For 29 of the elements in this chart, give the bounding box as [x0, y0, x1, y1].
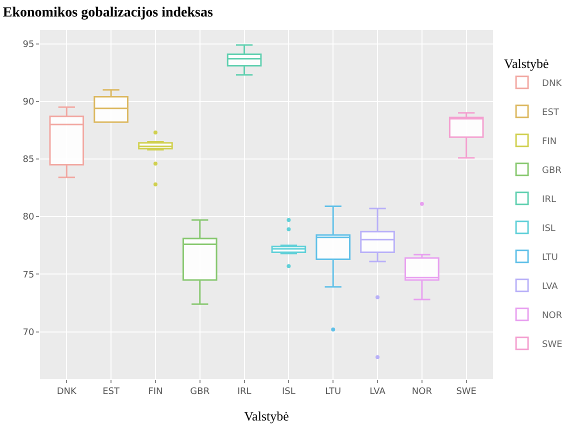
- x-axis-title: Valstybė: [244, 408, 290, 424]
- legend-label: LTU: [542, 252, 558, 263]
- legend-label: FIN: [542, 136, 557, 147]
- legend-label: NOR: [542, 310, 562, 321]
- x-tick-label: IRL: [237, 386, 252, 397]
- legend-label: LVA: [542, 282, 559, 292]
- legend-label: DNK: [542, 78, 563, 89]
- legend-label: GBR: [542, 166, 562, 176]
- legend-label: SWE: [542, 340, 563, 350]
- x-tick-label: SWE: [456, 386, 477, 397]
- x-tick-label: LTU: [325, 386, 342, 397]
- x-tick-label: LVA: [370, 386, 386, 397]
- y-tick-label: 80: [22, 212, 34, 223]
- legend-title: Valstybė: [504, 56, 550, 71]
- chart-title: Ekonomikos gobalizacijos indeksas: [2, 5, 214, 20]
- x-tick-label: ISL: [282, 386, 296, 397]
- legend-label: IRL: [542, 194, 556, 205]
- x-tick-label: DNK: [56, 386, 78, 397]
- x-tick-label: EST: [102, 386, 120, 397]
- legend-label: EST: [542, 108, 560, 118]
- y-tick-label: 85: [22, 155, 34, 166]
- y-tick-label: 95: [22, 40, 34, 50]
- x-tick-label: NOR: [412, 386, 432, 397]
- y-tick-label: 90: [22, 98, 34, 108]
- x-tick-label: FIN: [148, 386, 163, 397]
- y-tick-label: 70: [22, 328, 34, 338]
- x-tick-label: GBR: [190, 386, 210, 397]
- legend-label: ISL: [542, 224, 556, 234]
- y-tick-label: 75: [22, 270, 34, 280]
